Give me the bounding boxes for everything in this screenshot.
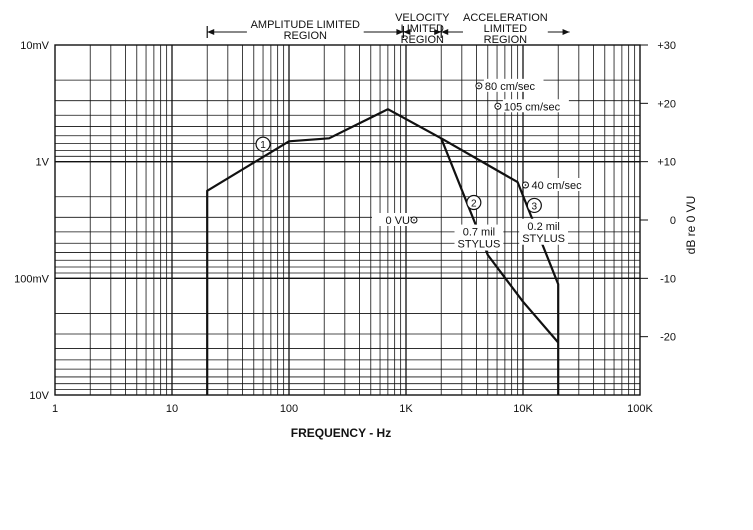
- annotation-text: 105 cm/sec: [504, 101, 561, 113]
- region-arrowhead: [562, 29, 570, 35]
- right-tick-label: 0: [670, 215, 676, 227]
- point-dot: [497, 105, 499, 108]
- right-tick-label: +20: [657, 98, 676, 110]
- annotation-text: 0 VU: [386, 215, 411, 227]
- annotation-text: 0.7 mil: [463, 227, 495, 239]
- region-arrowhead: [441, 29, 449, 35]
- series-marker-label: 2: [471, 199, 477, 210]
- region-label: REGION: [401, 34, 444, 46]
- series-marker-circle: [255, 136, 271, 152]
- annotation-bg: [530, 178, 591, 191]
- left-tick-label: 10V: [29, 390, 49, 402]
- x-tick-label: 100: [280, 403, 298, 415]
- region-label: REGION: [284, 30, 327, 42]
- annotation-bg: [519, 218, 569, 245]
- right-tick-label: +10: [657, 157, 676, 169]
- region-label: AMPLITUDE LIMITED: [251, 19, 360, 31]
- x-tick-label: 10: [166, 403, 178, 415]
- x-tick-label: 100K: [627, 403, 653, 415]
- region-label: LIMITED: [484, 23, 527, 35]
- tick-labels: 1 10 100 1K 10K 100K 10mV 1V 100mV 10V +30 +20 +10 0 -…: [14, 40, 676, 415]
- grid: [54, 44, 641, 396]
- annotation-bg: [502, 99, 569, 113]
- annotation-text-line2: STYLUS: [458, 239, 501, 251]
- annotation-text: 0.2 mil: [527, 221, 559, 233]
- right-tick-label: -20: [660, 332, 676, 344]
- point-dot: [524, 184, 527, 186]
- region-label: REGION: [484, 34, 527, 46]
- region-label: VELOCITY: [395, 12, 450, 24]
- series-marker-circle: [466, 194, 482, 211]
- right-tick-label: +30: [657, 40, 676, 52]
- x-axis-label: FREQUENCY - Hz: [291, 426, 391, 440]
- annotation-bg: [483, 78, 544, 92]
- point-dot: [478, 85, 480, 87]
- series-marker-label: 1: [260, 140, 266, 151]
- series-line-2: [440, 137, 560, 344]
- annotation-text-line2: STYLUS: [522, 233, 565, 245]
- annotation-bg: [454, 224, 504, 251]
- annotation-text: 40 cm/sec: [531, 180, 582, 192]
- region-label: LIMITED: [401, 23, 444, 35]
- left-tick-label: 10mV: [20, 40, 49, 52]
- right-tick-label: -10: [660, 273, 676, 285]
- annotation-bg: [372, 213, 410, 226]
- region-arrowhead: [403, 29, 411, 35]
- annotation-text: 80 cm/sec: [485, 81, 536, 93]
- region-arrowhead: [207, 29, 215, 35]
- series-marker-label: 3: [532, 201, 538, 212]
- region-labels: AMPLITUDE LIMITEDREGIONVELOCITYLIMITEDRE…: [206, 12, 570, 46]
- left-tick-label: 1V: [36, 157, 50, 169]
- left-tick-label: 100mV: [14, 273, 50, 285]
- series-marker-circle: [526, 197, 542, 214]
- point-dot: [413, 219, 415, 221]
- x-tick-label: 1: [52, 403, 58, 415]
- x-tick-label: 10K: [513, 403, 533, 415]
- region-label: ACCELERATION: [463, 12, 548, 24]
- series-line-1: [206, 108, 442, 395]
- x-tick-label: 1K: [399, 403, 413, 415]
- region-arrowhead: [434, 29, 442, 35]
- region-arrowhead: [396, 29, 404, 35]
- y-axis-label-right: dB re 0 VU: [684, 196, 698, 255]
